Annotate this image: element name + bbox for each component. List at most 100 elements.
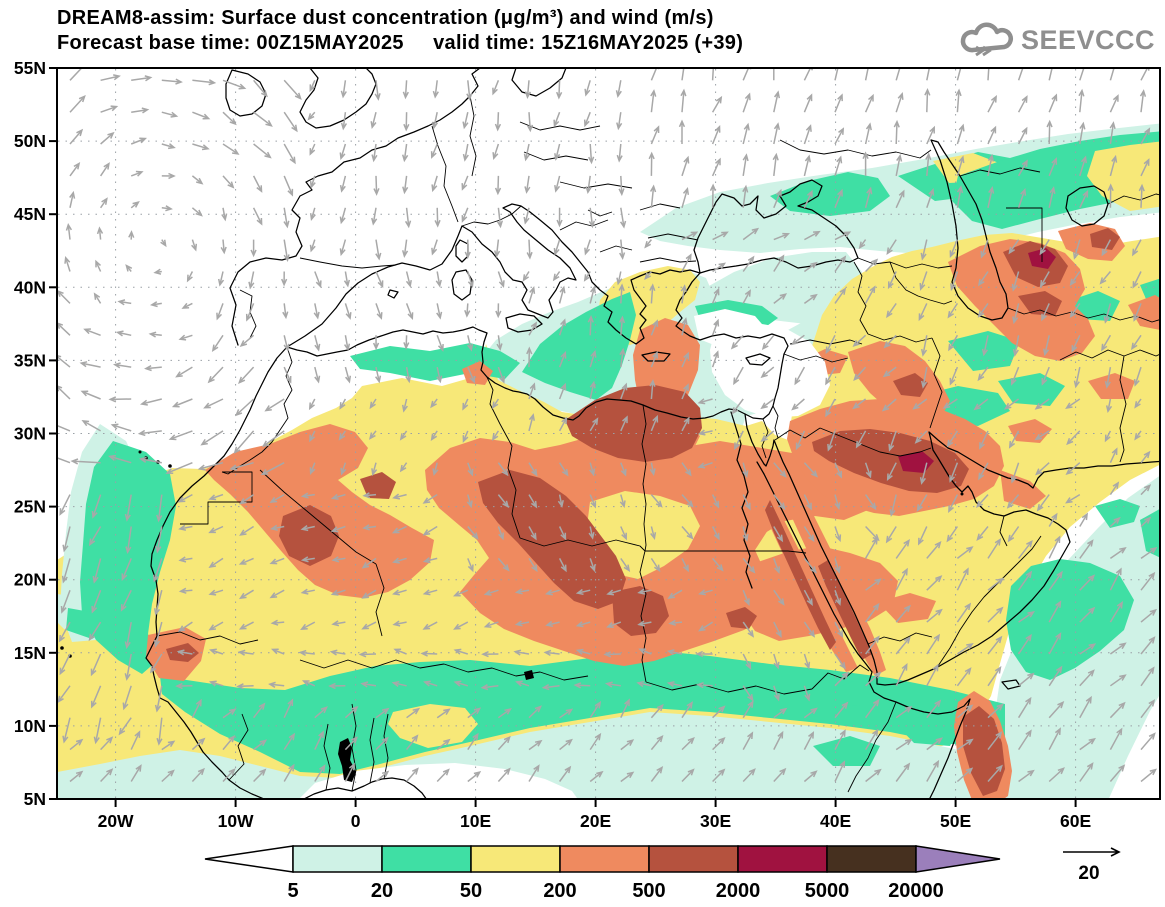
- wind-arrow: [1048, 69, 1053, 81]
- wind-arrow: [375, 239, 382, 261]
- wind-arrow: [834, 526, 842, 543]
- wind-arrow: [760, 430, 775, 443]
- wind-arrow: [160, 239, 167, 248]
- wind-arrow: [606, 621, 622, 629]
- wind-arrow: [742, 685, 754, 702]
- dust-concentration-field-shape: [1128, 295, 1159, 330]
- wind-arrow: [1042, 335, 1050, 357]
- wind-arrow: [589, 285, 597, 304]
- wind-arrow: [916, 494, 928, 512]
- wind-arrow: [619, 494, 626, 509]
- wind-arrow: [681, 701, 694, 719]
- wind-arrow: [834, 701, 849, 719]
- wind-arrow: [864, 494, 877, 511]
- wind-arrow: [742, 462, 749, 479]
- wind-arrow: [1017, 126, 1028, 145]
- wind-arrow: [491, 430, 500, 442]
- wind-arrow: [112, 362, 132, 369]
- wind-arrow: [239, 493, 255, 505]
- wind-arrow: [772, 152, 779, 176]
- wind-arrow: [1109, 516, 1121, 528]
- wind-arrow: [887, 271, 897, 290]
- wind-arrow: [681, 383, 689, 400]
- lat-tick-label: 40N: [14, 277, 46, 297]
- wind-arrow: [422, 621, 438, 630]
- wind-arrow: [865, 635, 880, 655]
- wind-arrow: [773, 122, 781, 145]
- wind-arrow: [1073, 366, 1081, 389]
- wind-arrow: [1008, 239, 1020, 255]
- wind-arrow: [558, 382, 567, 400]
- wind-arrow: [895, 762, 911, 782]
- wind-arrow: [1004, 398, 1020, 410]
- wind-arrow: [1105, 398, 1113, 414]
- wind-arrow: [253, 79, 268, 98]
- wind-arrow: [552, 271, 561, 282]
- dust-concentration-field-shape: [1095, 499, 1140, 528]
- wind-arrow: [1109, 601, 1124, 623]
- wind-arrow: [773, 526, 784, 543]
- wind-arrow: [681, 253, 692, 272]
- wind-arrow: [711, 157, 721, 177]
- wind-arrow: [178, 524, 193, 531]
- wind-arrow: [221, 207, 228, 222]
- wind-arrow: [371, 207, 378, 226]
- wind-arrow: [588, 526, 595, 540]
- wind-arrow: [155, 526, 163, 554]
- wind-arrow: [495, 303, 502, 319]
- wind-arrow: [773, 462, 787, 478]
- wind-arrow: [430, 398, 438, 409]
- wind-arrow: [453, 621, 469, 630]
- wind-arrow: [956, 667, 972, 687]
- wind-arrow: [678, 119, 686, 144]
- wind-arrow: [895, 92, 904, 113]
- wind-arrow: [175, 682, 193, 690]
- wind-arrow: [69, 162, 81, 177]
- wind-arrow: [987, 153, 995, 177]
- wind-arrow: [191, 737, 206, 751]
- wind-arrow: [161, 172, 176, 180]
- wind-arrow: [864, 602, 880, 623]
- wind-arrow: [238, 589, 254, 600]
- wind-arrow: [760, 366, 775, 379]
- wind-arrow: [1039, 271, 1050, 288]
- wind-arrow: [110, 423, 132, 432]
- wind-arrow: [252, 175, 263, 193]
- wind-arrow: [300, 621, 316, 630]
- colorbar-level-label: 50: [460, 880, 482, 902]
- wind-arrow: [331, 556, 346, 563]
- wind-arrow: [309, 143, 316, 156]
- coastlines-and-borders-shape: [756, 461, 971, 798]
- wind-arrow: [644, 239, 652, 249]
- wind-arrow: [920, 239, 928, 261]
- dust-concentration-field-shape: [828, 681, 874, 706]
- wind-arrow: [1140, 516, 1152, 528]
- wind-arrow: [895, 738, 913, 751]
- wind-arrow: [681, 231, 699, 241]
- wind-arrow: [462, 398, 469, 411]
- wind-arrow: [1039, 239, 1050, 256]
- lat-tick-label: 5N: [24, 789, 46, 809]
- wind-arrow: [731, 398, 744, 415]
- wind-arrow: [1133, 366, 1142, 387]
- wind-arrow: [558, 318, 567, 336]
- wind-arrow: [681, 526, 694, 540]
- wind-arrow: [1109, 701, 1126, 719]
- wind-arrow: [795, 430, 806, 451]
- wind-arrow: [122, 685, 132, 711]
- wind-arrow: [461, 175, 469, 191]
- lon-tick-label: 20W: [98, 811, 134, 831]
- wind-arrow: [405, 271, 412, 288]
- wind-arrow: [237, 649, 254, 656]
- wind-arrow: [711, 69, 715, 81]
- wind-arrow: [307, 111, 316, 121]
- wind-arrow: [422, 557, 438, 564]
- coastlines-and-borders-shape: [1065, 185, 1109, 227]
- wind-arrow: [667, 589, 683, 599]
- wind-arrow: [192, 79, 217, 86]
- wind-arrow: [589, 700, 602, 719]
- wind-arrow: [711, 95, 723, 113]
- wind-arrow: [1133, 303, 1142, 322]
- wind-arrow: [773, 589, 785, 606]
- wind-arrow: [515, 680, 530, 687]
